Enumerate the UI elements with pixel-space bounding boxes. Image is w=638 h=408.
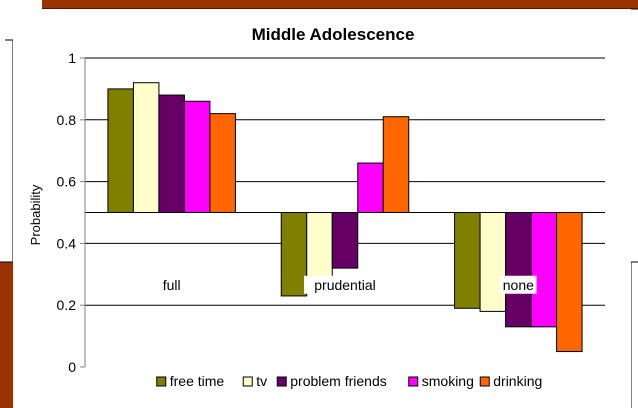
legend-swatch-drinking [479, 376, 490, 387]
y-tick-label: 0.4 [57, 235, 77, 251]
legend-label-free-time: free time [170, 373, 225, 389]
category-label-bg [153, 275, 190, 294]
bg-left-band [0, 262, 16, 408]
bar-free-time-full [107, 88, 134, 213]
legend-swatch-problem-friends [276, 376, 287, 387]
bar-problem-friends-none [505, 212, 532, 328]
y-tick-label: 1 [68, 50, 76, 66]
legend-swatch-free-time [156, 376, 167, 387]
category-label-full: full [163, 277, 181, 293]
category-label-prudential: prudential [314, 277, 376, 293]
bar-drinking-prudential [382, 116, 410, 213]
bar-smoking-none [530, 212, 558, 328]
bar-drinking-full [209, 113, 236, 213]
legend-label-smoking: smoking [422, 373, 474, 389]
legend-label-problem-friends: problem friends [290, 373, 387, 389]
category-labels: full prudential none [153, 275, 537, 294]
category-label-bg [304, 275, 386, 294]
legend-label-tv: tv [256, 373, 267, 389]
bar-smoking-prudential [357, 162, 384, 213]
category-label-bg [500, 275, 537, 294]
bar-smoking-full [183, 100, 211, 213]
bar-drinking-none [556, 212, 583, 353]
y-tick-label: 0.6 [57, 174, 77, 190]
bar-problem-friends-full [158, 94, 185, 213]
y-tick-label: 0.8 [57, 112, 77, 128]
y-tick-label: 0 [68, 359, 76, 375]
bar-free-time-none [454, 212, 481, 309]
legend-swatch-tv [242, 376, 253, 387]
bar-tv-none [479, 212, 507, 312]
y-axis-ticks: 0 0.2 0.4 0.6 0.8 1 [57, 50, 85, 375]
legend-swatch-smoking [408, 376, 419, 387]
bar-free-time-prudential [280, 212, 308, 297]
chart-area [13, 9, 631, 408]
legend-label-drinking: drinking [493, 373, 542, 389]
category-label-none: none [503, 277, 534, 293]
bar-tv-full [132, 82, 160, 213]
bar-tv-prudential [306, 212, 333, 281]
bg-top-band [42, 0, 638, 9]
chart-title: Middle Adolescence [252, 25, 415, 44]
bar-problem-friends-prudential [331, 212, 359, 269]
y-tick-label: 0.2 [57, 297, 77, 313]
legend: free time tv problem friends smoking drinkin… [156, 373, 542, 389]
bars [107, 82, 583, 353]
y-axis-label: Probability [28, 184, 43, 245]
